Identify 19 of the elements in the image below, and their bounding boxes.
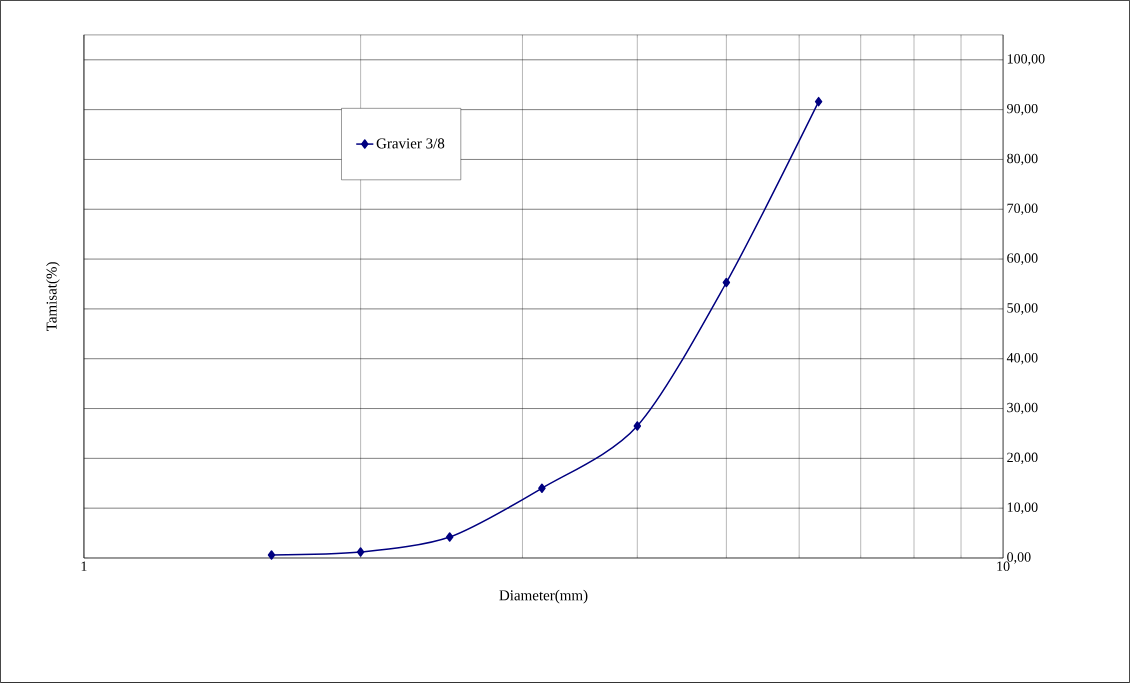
point — [538, 483, 546, 494]
y-axis-title: Tamisat(%) — [46, 262, 60, 332]
y-tick-label: 70,00 — [1007, 203, 1038, 216]
y-tick-label: 40,00 — [1006, 353, 1038, 365]
x-tick-label: 1 — [81, 561, 87, 571]
x-axis-title: Diameter(mm) — [499, 589, 588, 604]
point — [814, 96, 823, 107]
y-tick-label: 80,00 — [1007, 153, 1038, 166]
legend-label: Gravier 3/8 — [376, 138, 445, 149]
y-tick-label: 50,00 — [1007, 303, 1038, 315]
y-tick-label: 60,00 — [1007, 253, 1038, 265]
y-tick-label: 90,00 — [1007, 103, 1038, 116]
y-tick-label: 30,00 — [1007, 402, 1038, 415]
y-tick-label: 100,00 — [1007, 54, 1045, 66]
y-tick-label: 10,00 — [1007, 502, 1038, 514]
y-tick-label: 20,00 — [1007, 452, 1038, 465]
point — [722, 277, 731, 288]
point — [445, 532, 454, 542]
point — [356, 547, 365, 557]
